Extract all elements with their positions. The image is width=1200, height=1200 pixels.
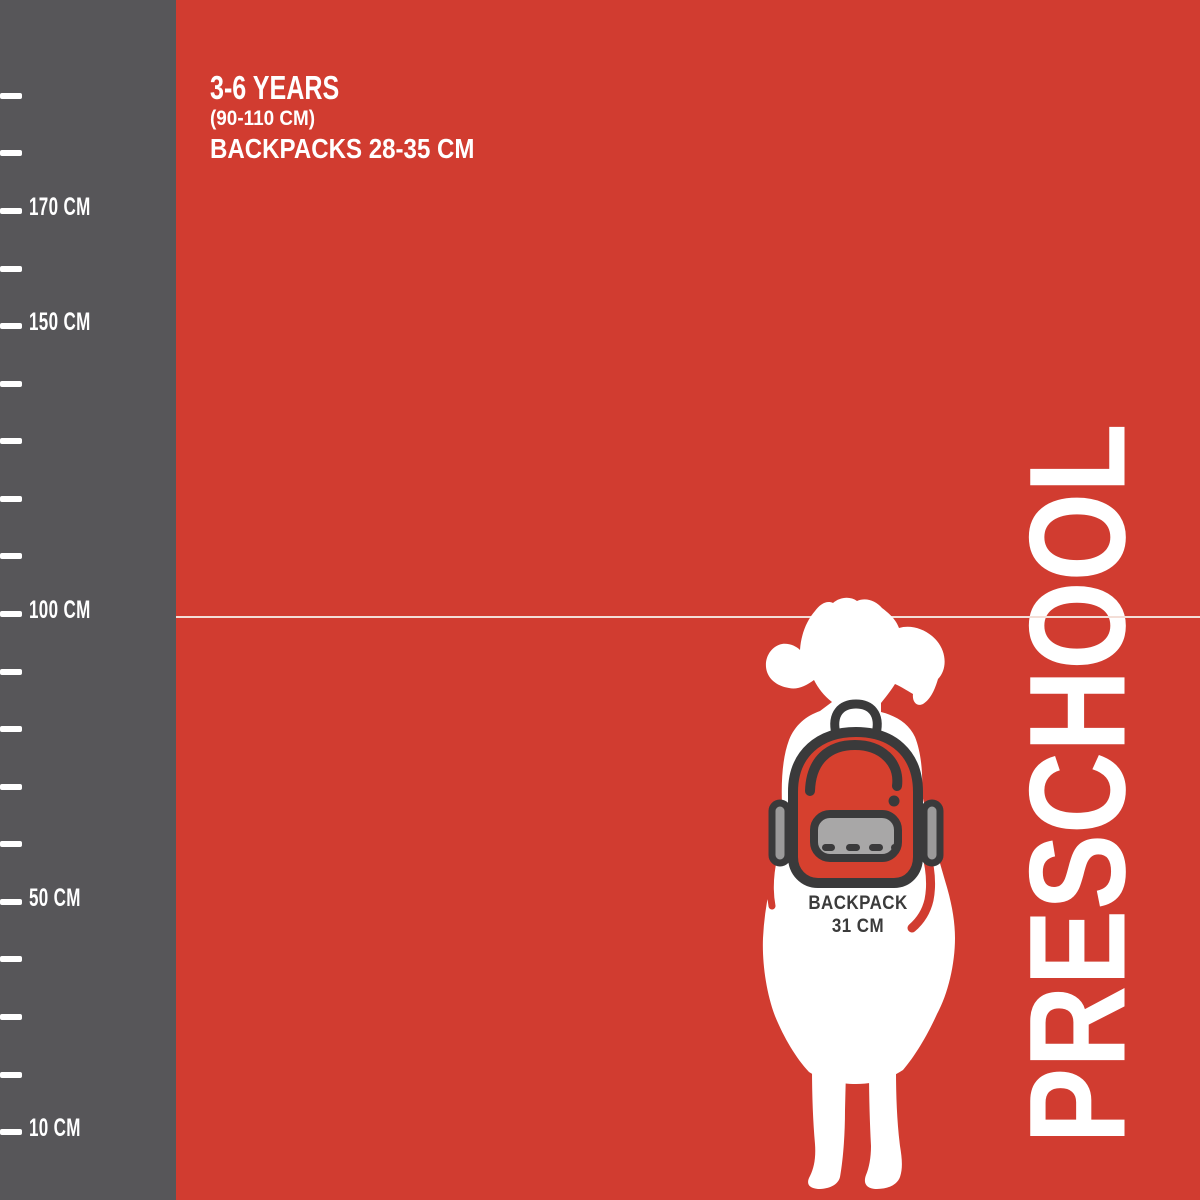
header-block: 3-6 YEARS (90-110 CM) BACKPACKS 28-35 CM <box>210 70 518 165</box>
reference-line-100cm <box>176 616 1200 618</box>
ruler-tick-130 <box>0 438 22 444</box>
ruler-tick-180 <box>0 150 22 156</box>
girl-left-leg <box>808 1068 846 1189</box>
girl-right-leg <box>864 1070 902 1189</box>
ruler-label-170: 170 CM <box>29 193 91 221</box>
ruler-tick-140 <box>0 381 22 387</box>
backpack-top-seam <box>805 739 903 796</box>
backpack-zipper-pull <box>888 795 900 807</box>
ruler-tick-60 <box>0 841 22 847</box>
ruler-tick-170 <box>0 208 22 214</box>
ruler-label-50: 50 CM <box>29 884 81 912</box>
ruler-tick-160 <box>0 266 22 272</box>
ruler-tick-10 <box>0 1129 22 1135</box>
backpack-front-pocket <box>810 810 902 862</box>
height-ruler-bar <box>0 0 176 1200</box>
child-silhouette-illustration: BACKPACK 31 CM <box>762 597 955 1189</box>
ruler-tick-50 <box>0 899 22 905</box>
backpack-caption-line2: 31 CM <box>832 914 884 936</box>
ruler-tick-110 <box>0 553 22 559</box>
pocket-dash-2 <box>846 844 860 851</box>
ruler-tick-20 <box>0 1072 22 1078</box>
ruler-tick-70 <box>0 784 22 790</box>
backpack-caption-line1: BACKPACK <box>808 891 908 913</box>
ruler-tick-80 <box>0 726 22 732</box>
pocket-dash-1 <box>822 844 835 851</box>
backpack-size-range-text: BACKPACKS 28-35 CM <box>210 133 475 164</box>
backpack-side-pocket-left <box>768 799 792 867</box>
ruler-tick-190 <box>0 93 22 99</box>
ruler-tick-120 <box>0 496 22 502</box>
ruler-label-150: 150 CM <box>29 308 91 336</box>
ruler-tick-90 <box>0 669 22 675</box>
age-range-text: 3-6 YEARS <box>210 69 340 106</box>
ruler-tick-100 <box>0 611 22 617</box>
backpack-side-pocket-right <box>920 799 944 867</box>
pocket-dash-3 <box>869 844 883 851</box>
pocket-dash-4 <box>891 844 899 851</box>
ruler-tick-40 <box>0 956 22 962</box>
height-range-text: (90-110 CM) <box>210 107 316 130</box>
ruler-tick-30 <box>0 1014 22 1020</box>
backpack-handle <box>830 699 882 739</box>
ruler-label-10: 10 CM <box>29 1114 81 1142</box>
ruler-label-100: 100 CM <box>29 596 91 624</box>
backpack-icon <box>768 699 944 888</box>
ruler-tick-150 <box>0 323 22 329</box>
category-title-vertical: PRESCHOOL <box>1001 423 1155 1144</box>
